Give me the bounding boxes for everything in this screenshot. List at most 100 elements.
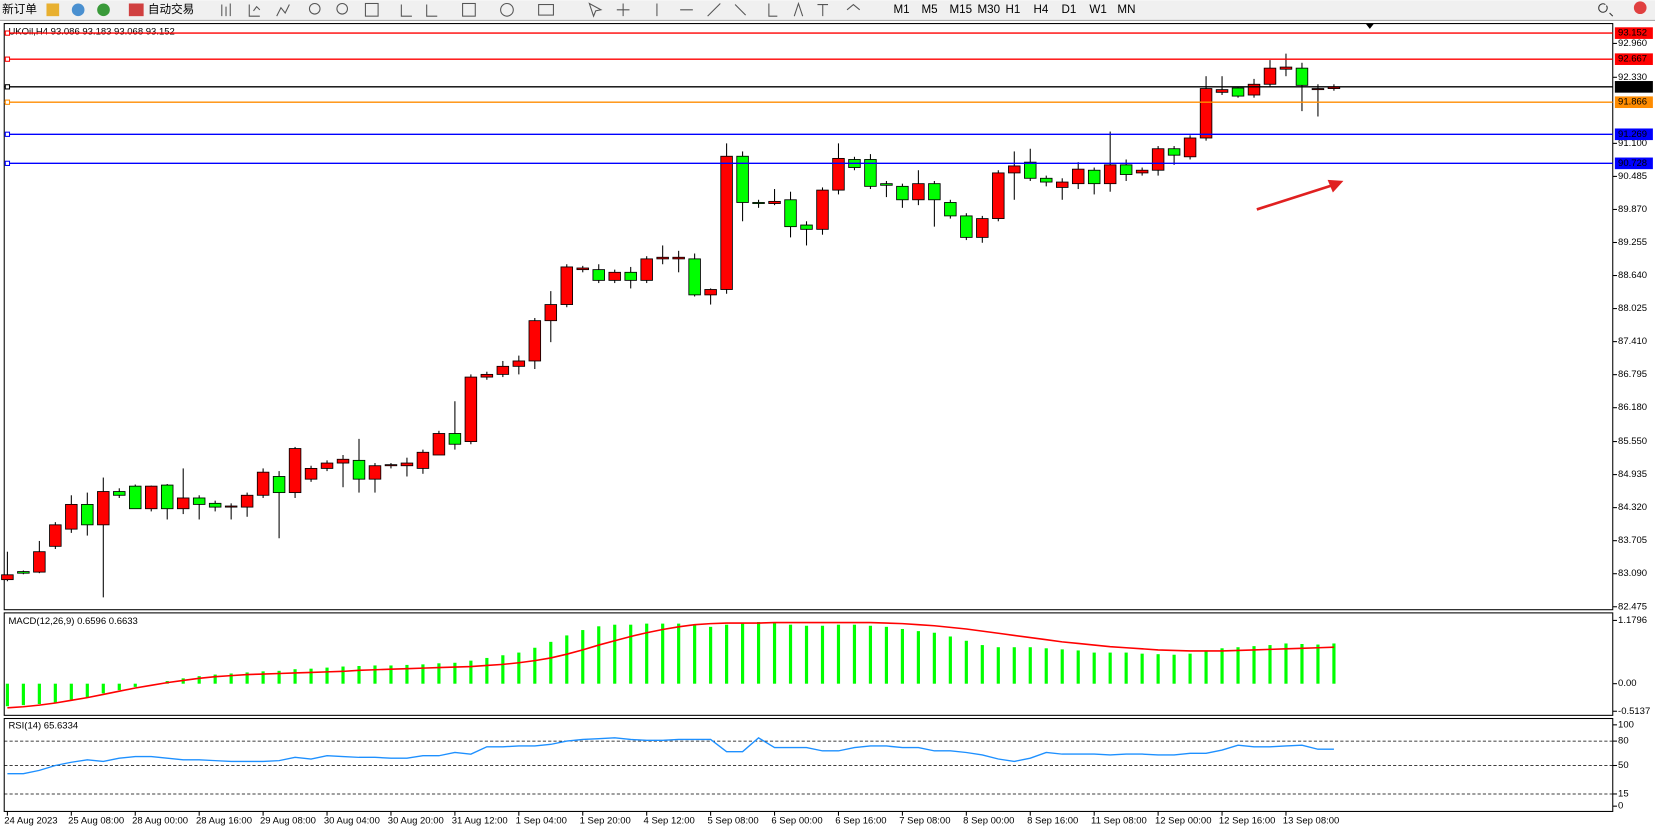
- macd-bar: [1284, 643, 1288, 684]
- timeframe-button[interactable]: H1: [1005, 3, 1020, 16]
- macd-bar: [1188, 653, 1192, 684]
- toolbar-icons: [221, 1, 861, 18]
- y-tick-label: 1.1796: [1618, 615, 1647, 626]
- level-label-bg: [1614, 128, 1653, 141]
- icon[interactable]: [500, 2, 514, 17]
- macd-bar: [1220, 648, 1224, 684]
- notification-icon[interactable]: [1633, 1, 1647, 15]
- icon[interactable]: [400, 4, 412, 17]
- level-handle: [4, 84, 11, 90]
- icon[interactable]: [616, 3, 747, 17]
- icon[interactable]: [128, 3, 144, 17]
- level-label: 91.269: [1618, 129, 1647, 140]
- candle-body: [704, 289, 717, 296]
- macd-bar: [916, 631, 920, 684]
- timeframe-button[interactable]: M5: [921, 3, 937, 16]
- y-tick-label: 84.320: [1618, 502, 1647, 513]
- candle-body: [432, 433, 446, 456]
- level-label-bg: [1614, 53, 1653, 65]
- icon[interactable]: [46, 3, 60, 17]
- icon[interactable]: [336, 2, 349, 15]
- macd-bar: [661, 623, 665, 684]
- candle-body: [736, 155, 749, 203]
- timeframe-button[interactable]: D1: [1061, 3, 1076, 16]
- icon[interactable]: [768, 1, 861, 17]
- candle-body: [17, 571, 30, 574]
- macd-bar: [405, 664, 409, 684]
- candle-body: [145, 485, 158, 510]
- y-tick-label: 83.090: [1618, 568, 1647, 579]
- icon[interactable]: [221, 3, 231, 17]
- icon[interactable]: [308, 2, 321, 15]
- macd-bar: [868, 625, 873, 684]
- icon[interactable]: [97, 3, 110, 17]
- macd-pane: [3, 612, 1614, 716]
- x-tick-label: 30 Aug 20:00: [388, 815, 444, 826]
- macd-bar: [69, 683, 73, 700]
- y-tick-label: 90.485: [1618, 171, 1647, 182]
- y-tick-label: 91.100: [1618, 138, 1647, 149]
- macd-bar: [485, 657, 489, 684]
- timeframe-button[interactable]: M15: [949, 3, 972, 16]
- candle-body: [1, 574, 14, 581]
- new-order-button[interactable]: 新订单: [2, 2, 37, 16]
- macd-bar: [613, 624, 617, 684]
- search-icon[interactable]: [1598, 3, 1614, 17]
- candle-body: [576, 267, 589, 271]
- macd-bar: [1028, 647, 1032, 684]
- candle-body: [384, 464, 398, 467]
- macd-bar: [1316, 644, 1320, 684]
- y-tick-label: 89.870: [1618, 204, 1647, 215]
- candle-body: [160, 484, 174, 510]
- icon[interactable]: [426, 4, 438, 17]
- y-tick-label: 88.640: [1618, 270, 1647, 281]
- icon[interactable]: [538, 4, 554, 16]
- candle-body: [816, 189, 829, 230]
- y-tick-label: 87.410: [1618, 336, 1647, 347]
- icon[interactable]: [71, 3, 85, 17]
- auto-trading-button[interactable]: 自动交易: [148, 2, 194, 16]
- macd-bar: [37, 683, 41, 705]
- macd-bar: [133, 683, 137, 687]
- y-tick-label: 0.00: [1618, 678, 1637, 689]
- icon[interactable]: [248, 4, 261, 17]
- timeframe-button[interactable]: MN: [1117, 3, 1135, 16]
- candle-body: [1215, 89, 1229, 93]
- macd-bar: [1060, 649, 1064, 684]
- timeframe-button[interactable]: H4: [1033, 3, 1048, 16]
- macd-bar: [501, 655, 505, 684]
- timeframe-button[interactable]: W1: [1089, 3, 1106, 16]
- macd-bar: [53, 683, 57, 703]
- macd-bar: [1300, 643, 1304, 684]
- candle-body: [960, 215, 973, 238]
- level-label-bg: [1614, 27, 1653, 39]
- x-tick-label: 4 Sep 12:00: [644, 815, 695, 826]
- macd-bar: [980, 645, 984, 684]
- timeframe-button[interactable]: M30: [977, 3, 1000, 16]
- timeframe-button[interactable]: M1: [894, 3, 910, 16]
- macd-bar: [245, 672, 249, 684]
- macd-bar: [453, 662, 457, 684]
- candle-body: [1055, 181, 1069, 188]
- icon[interactable]: [364, 2, 379, 17]
- macd-bar: [277, 670, 281, 684]
- icon[interactable]: [462, 2, 476, 17]
- candle-body: [624, 271, 637, 281]
- y-tick-label: 100: [1618, 719, 1634, 730]
- x-tick-label: 28 Aug 16:00: [196, 815, 252, 826]
- y-tick-label: 92.960: [1618, 38, 1647, 49]
- macd-bar: [421, 664, 425, 684]
- x-tick-label: 12 Sep 00:00: [1155, 815, 1212, 826]
- macd-bar: [533, 647, 537, 684]
- macd-bar: [740, 623, 745, 684]
- candle-body: [976, 218, 989, 238]
- candle-body: [672, 256, 685, 260]
- x-tick-label: 30 Aug 04:00: [324, 815, 380, 826]
- icon[interactable]: [588, 2, 603, 18]
- macd-bar: [1140, 653, 1144, 684]
- icon[interactable]: [276, 4, 290, 17]
- candle-body: [272, 476, 286, 494]
- x-tick-label: 11 Sep 08:00: [1091, 815, 1147, 826]
- macd-bar: [900, 628, 904, 684]
